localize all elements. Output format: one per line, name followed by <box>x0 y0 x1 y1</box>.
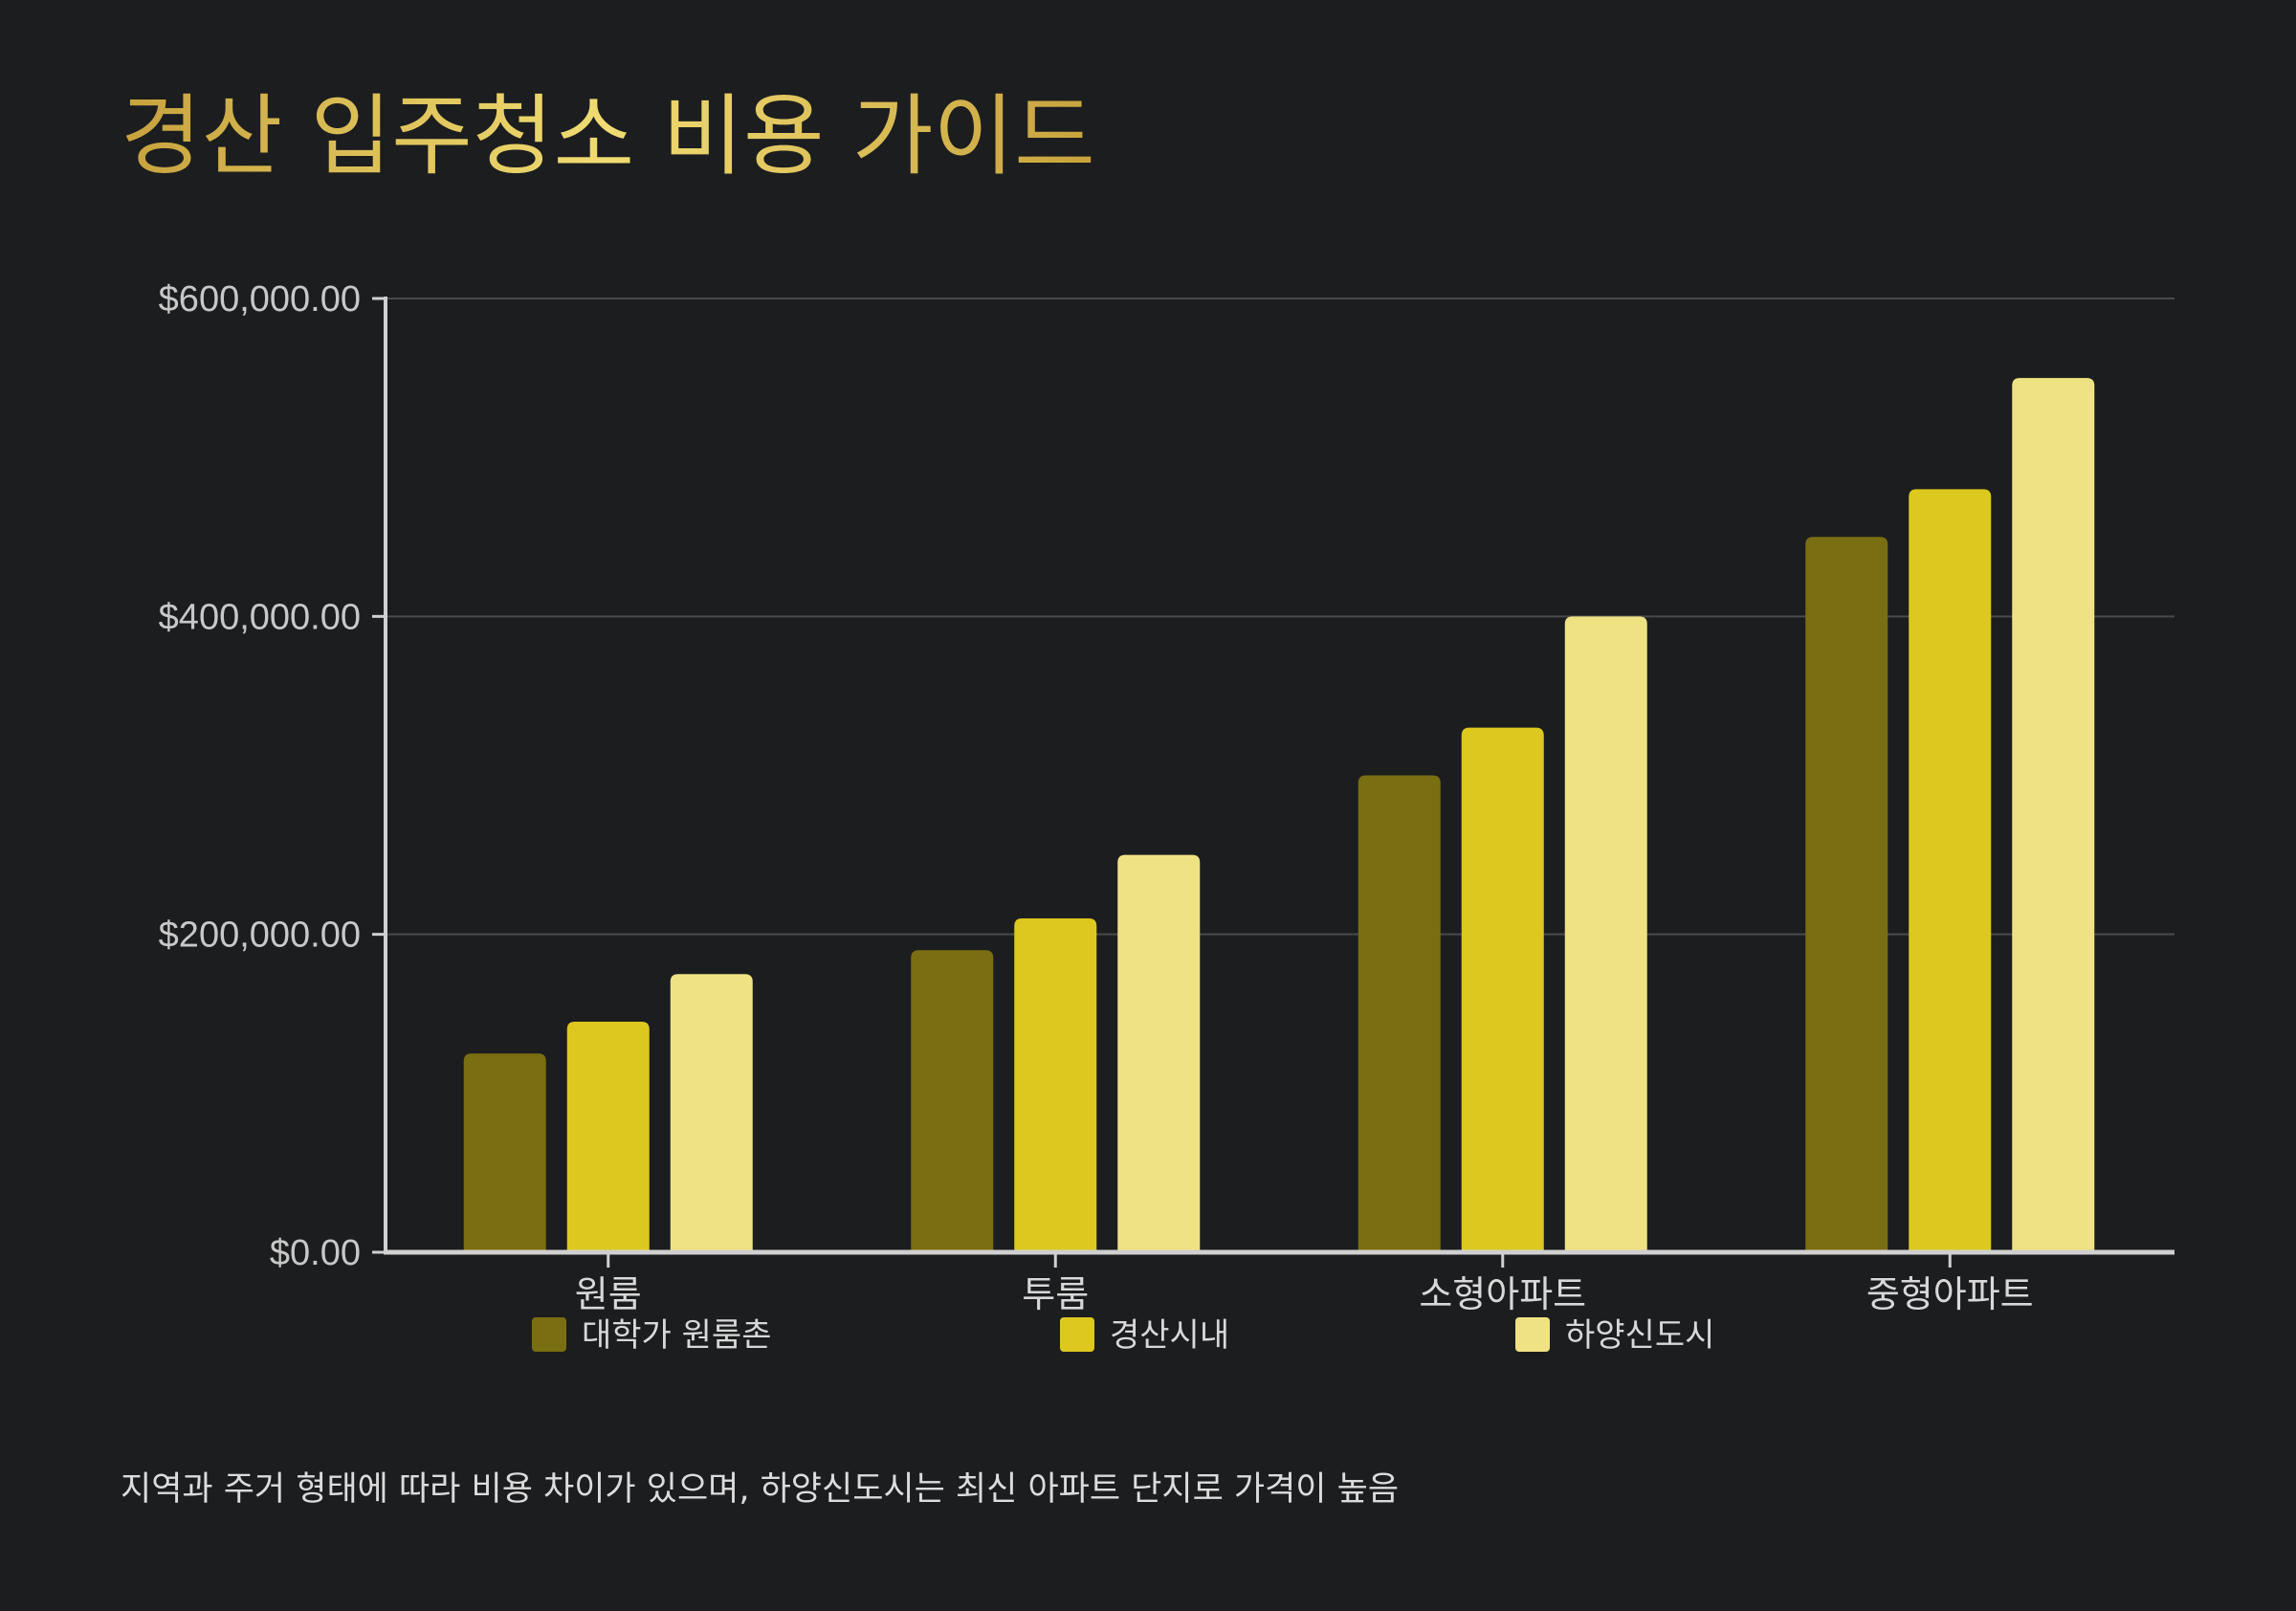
chart-title: 경산 입주청소 비용 가이드 <box>121 85 1095 188</box>
bar <box>2012 378 2095 1252</box>
legend-swatch <box>1515 1317 1550 1352</box>
legend-label: 대학가 원룸촌 <box>582 1316 772 1355</box>
y-tick-label: $200,000.00 <box>159 916 361 956</box>
bar <box>566 1022 650 1252</box>
bar <box>1564 616 1647 1252</box>
bar <box>1117 854 1201 1252</box>
x-tick-label: 중형아파트 <box>1866 1273 2034 1315</box>
x-tick-label: 원룸 <box>575 1273 642 1315</box>
bar <box>1805 537 1888 1252</box>
bar <box>911 950 994 1252</box>
chart-note: 지역과 주거 형태에 따라 비용 차이가 있으며, 하양신도시는 최신 아파트 … <box>121 1470 1400 1509</box>
legend-swatch <box>1060 1317 1094 1352</box>
bar <box>1461 727 1544 1252</box>
bar <box>463 1053 546 1252</box>
x-tick-label: 소형아파트 <box>1419 1273 1586 1315</box>
y-tick-label: $600,000.00 <box>159 279 361 320</box>
legend-swatch <box>532 1317 566 1352</box>
bar <box>1014 918 1097 1252</box>
bar <box>670 974 753 1252</box>
legend-label: 경산시내 <box>1110 1316 1229 1355</box>
bar <box>1358 775 1441 1252</box>
y-tick-label: $0.00 <box>270 1233 361 1273</box>
legend-label: 하양신도시 <box>1565 1316 1714 1355</box>
x-tick-label: 투룸 <box>1022 1273 1089 1315</box>
y-tick-label: $400,000.00 <box>159 597 361 637</box>
bar <box>1909 489 1992 1252</box>
